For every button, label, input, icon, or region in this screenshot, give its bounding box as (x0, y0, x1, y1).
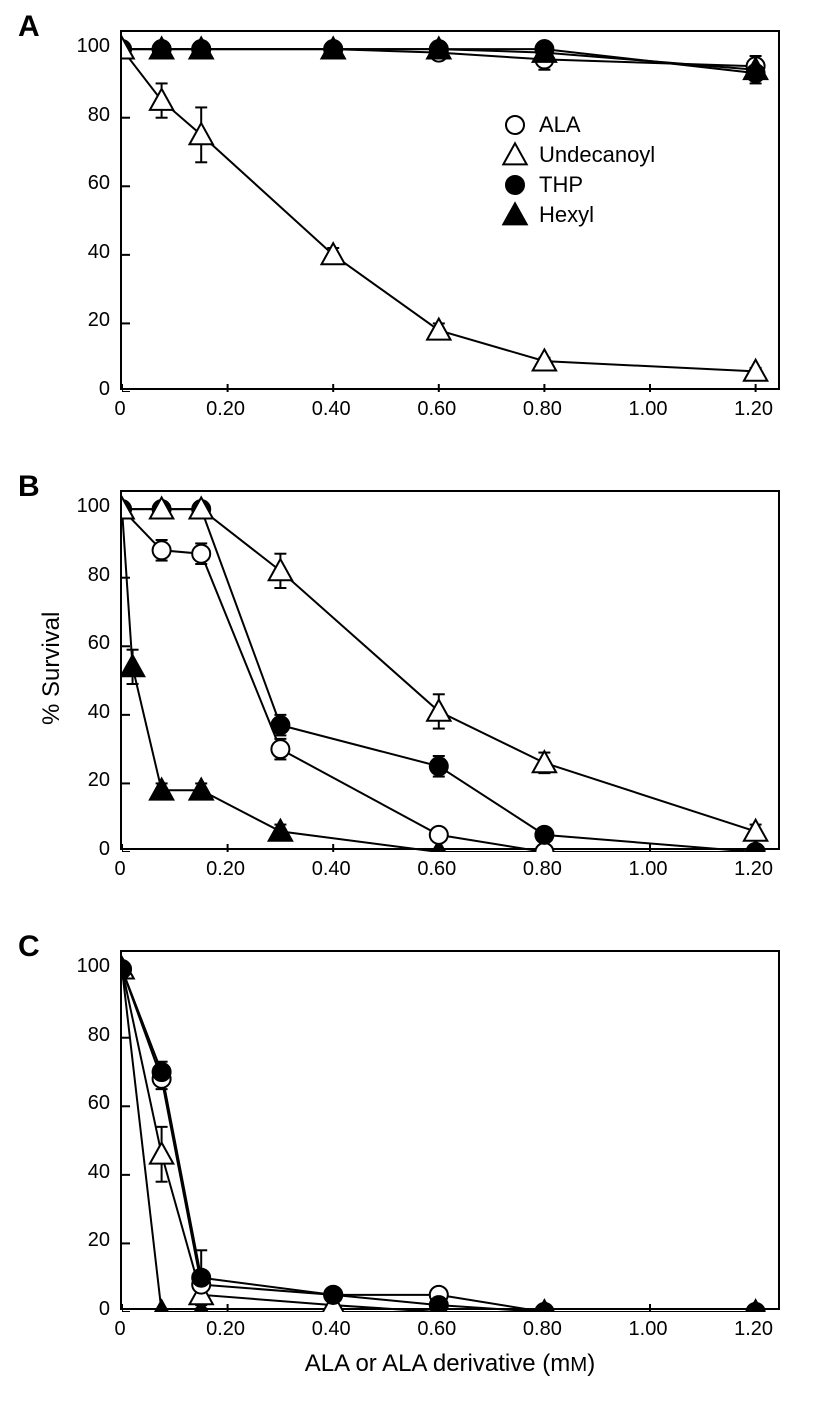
series-line-ALA (122, 969, 756, 1312)
xtick-label: 0.60 (412, 1318, 462, 1341)
legend-item-THP: THP (495, 170, 655, 200)
xtick-label: 1.20 (729, 1318, 779, 1341)
legend-item-ALA: ALA (495, 110, 655, 140)
series-line-Undecanoyl (122, 509, 756, 831)
legend-marker-Undecanoyl (495, 141, 535, 169)
xtick-label: 0.40 (306, 858, 356, 881)
ytick-label: 20 (88, 1229, 110, 1252)
ytick-label: 100 (77, 35, 110, 58)
x-axis-label-text: ALA or ALA derivative ( (305, 1350, 550, 1377)
series-line-Hexyl (122, 969, 756, 1312)
xtick-label: 0.40 (306, 398, 356, 421)
xtick-label: 0.80 (517, 398, 567, 421)
xtick-label: 0.80 (517, 858, 567, 881)
ytick-label: 80 (88, 564, 110, 587)
panel-A: A02040608010000.200.400.600.801.001.20 (0, 10, 826, 460)
legend-item-Hexyl: Hexyl (495, 200, 655, 230)
xtick-label: 1.20 (729, 398, 779, 421)
ytick-label: 20 (88, 769, 110, 792)
ytick-label: 60 (88, 172, 110, 195)
plot-svg-C (122, 952, 782, 1312)
xtick-label: 0 (95, 398, 145, 421)
plot-frame-A (120, 30, 780, 390)
panel-C: C02040608010000.200.400.600.801.001.20 (0, 930, 826, 1380)
xtick-label: 0.20 (201, 398, 251, 421)
ytick-label: 40 (88, 241, 110, 264)
legend-marker-THP (495, 171, 535, 199)
xtick-label: 0 (95, 858, 145, 881)
xtick-label: 0.20 (201, 1318, 251, 1341)
plot-svg-B (122, 492, 782, 852)
legend-label-Hexyl: Hexyl (535, 202, 594, 228)
plot-frame-B (120, 490, 780, 850)
xtick-label: 1.20 (729, 858, 779, 881)
ytick-label: 20 (88, 309, 110, 332)
ytick-label: 40 (88, 1161, 110, 1184)
legend-label-THP: THP (535, 172, 583, 198)
xtick-label: 0.60 (412, 398, 462, 421)
series-line-THP (122, 969, 756, 1312)
xtick-label: 0.80 (517, 1318, 567, 1341)
ytick-label: 60 (88, 1092, 110, 1115)
legend-item-Undecanoyl: Undecanoyl (495, 140, 655, 170)
ytick-label: 80 (88, 1024, 110, 1047)
ytick-label: 100 (77, 495, 110, 518)
x-axis-label: ALA or ALA derivative (mM) (120, 1350, 780, 1378)
xtick-label: 1.00 (623, 1318, 673, 1341)
panel-label-A: A (18, 10, 40, 44)
ytick-label: 80 (88, 104, 110, 127)
x-axis-unit-m: m (550, 1350, 570, 1377)
legend-label-Undecanoyl: Undecanoyl (535, 142, 655, 168)
panel-label-B: B (18, 470, 40, 504)
legend-marker-ALA (495, 111, 535, 139)
y-axis-label: % Survival (38, 612, 66, 725)
ytick-label: 60 (88, 632, 110, 655)
ytick-label: 100 (77, 955, 110, 978)
legend-label-ALA: ALA (535, 112, 581, 138)
legend-marker-Hexyl (495, 201, 535, 229)
ytick-label: 40 (88, 701, 110, 724)
legend: ALA Undecanoyl THP Hexyl (495, 110, 655, 230)
plot-svg-A (122, 32, 782, 392)
xtick-label: 1.00 (623, 398, 673, 421)
series-line-Undecanoyl (122, 969, 756, 1312)
xtick-label: 0 (95, 1318, 145, 1341)
panel-B: B02040608010000.200.400.600.801.001.20 (0, 470, 826, 920)
xtick-label: 1.00 (623, 858, 673, 881)
xtick-label: 0.60 (412, 858, 462, 881)
plot-frame-C (120, 950, 780, 1310)
xtick-label: 0.40 (306, 1318, 356, 1341)
panel-label-C: C (18, 930, 40, 964)
x-axis-unit-M: M (570, 1354, 587, 1376)
xtick-label: 0.20 (201, 858, 251, 881)
